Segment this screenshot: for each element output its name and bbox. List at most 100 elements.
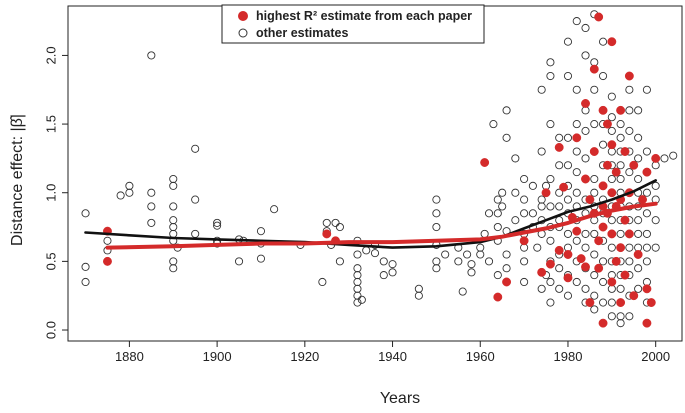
other-estimate-point [484, 257, 494, 266]
highest-r2-point [616, 105, 626, 115]
other-estimate-point [616, 229, 625, 238]
legend-box [221, 4, 485, 44]
highest-r2-point [598, 318, 608, 328]
highest-r2-point [559, 182, 569, 192]
other-estimate-point [651, 216, 660, 225]
other-estimate-point [555, 161, 564, 170]
highest-r2-point [620, 215, 630, 225]
highest-r2-point [594, 263, 604, 273]
other-estimate-point [625, 168, 634, 177]
other-estimate-point [432, 257, 441, 266]
other-estimate-point [322, 218, 331, 227]
other-estimate-point [625, 85, 634, 94]
highest-r2-point [651, 153, 661, 163]
highest-r2-point [594, 236, 604, 246]
other-estimate-point [607, 216, 616, 225]
other-estimate-point [116, 191, 125, 200]
other-estimate-point [493, 195, 502, 204]
other-estimate-point [634, 264, 643, 273]
other-estimate-point [125, 181, 134, 190]
y-tick-label: 1.5 [43, 115, 58, 133]
other-estimate-point [147, 218, 156, 227]
other-estimate-point [103, 236, 112, 245]
other-estimate-point [502, 133, 511, 142]
y-axis-label: Distance effect: |β̂| [9, 114, 26, 246]
other-estimate-point [555, 284, 564, 293]
other-estimate-point [498, 202, 507, 211]
other-estimate-point [642, 257, 651, 266]
other-estimate-point [502, 106, 511, 115]
legend-label-highest-r2: highest R² estimate from each paper [256, 9, 472, 23]
other-estimate-point [634, 284, 643, 293]
other-estimate-point [537, 195, 546, 204]
other-estimate-point [546, 58, 555, 67]
other-estimate-point [642, 209, 651, 218]
highest-r2-point [563, 273, 573, 283]
legend-marker-highest-r2 [238, 11, 248, 21]
other-estimate-point [234, 257, 244, 266]
other-estimate-point [581, 23, 590, 33]
highest-r2-point [611, 256, 621, 266]
other-estimate-point [572, 120, 581, 129]
x-tick-label: 2000 [641, 349, 670, 364]
other-estimate-point [511, 216, 520, 225]
other-estimate-point [476, 250, 485, 259]
other-estimate-point [581, 284, 590, 293]
highest-r2-point [541, 188, 551, 198]
plot-frame [67, 5, 683, 342]
other-estimate-point [498, 188, 507, 197]
other-estimate-point [599, 298, 608, 307]
other-estimate-point [563, 195, 573, 204]
other-estimate-point [642, 229, 651, 238]
other-estimate-point [607, 126, 616, 135]
other-estimates-points [81, 10, 678, 328]
other-estimate-point [607, 113, 616, 122]
other-estimate-point [555, 188, 564, 197]
other-estimate-point [520, 209, 529, 218]
other-estimate-point [493, 222, 502, 232]
other-estimate-point [537, 202, 546, 211]
other-estimate-point [502, 250, 511, 259]
other-estimate-point [484, 209, 494, 218]
other-estimate-point [651, 243, 660, 252]
other-estimate-point [520, 257, 529, 266]
highest-r2-point [581, 99, 590, 108]
other-estimate-point [590, 271, 599, 280]
other-estimate-point [607, 298, 616, 307]
other-estimate-point [357, 295, 366, 304]
highest-r2-point [572, 226, 582, 236]
x-tick-label: 1920 [290, 349, 319, 364]
x-tick-label: 1900 [203, 349, 232, 364]
other-estimate-point [572, 168, 581, 177]
highest-r2-point [581, 174, 590, 184]
other-estimate-point [599, 257, 608, 266]
other-estimate-point [546, 71, 555, 81]
other-estimate-point [169, 174, 178, 184]
other-estimate-point [191, 229, 200, 238]
x-tick-label: 1940 [378, 349, 407, 364]
other-estimate-point [625, 106, 634, 115]
highest-r2-point [585, 195, 595, 205]
other-estimate-point [454, 257, 463, 266]
other-estimate-point [441, 250, 450, 259]
other-estimate-point [147, 51, 156, 60]
highest-r2-point [638, 195, 647, 205]
highest-r2-point [581, 262, 590, 272]
other-estimate-point [599, 37, 608, 46]
legend-label-other: other estimates [256, 26, 348, 40]
other-estimate-point [213, 218, 222, 227]
other-estimate-point [581, 51, 590, 60]
other-estimate-point [616, 133, 625, 142]
other-estimate-point [616, 284, 625, 293]
other-estimate-point [590, 85, 599, 94]
highest-r2-point [633, 250, 643, 259]
highest-r2-point [607, 37, 617, 47]
highest-r2-point [646, 298, 656, 308]
other-estimate-point [546, 236, 555, 245]
other-estimate-point [607, 174, 616, 184]
other-estimate-point [169, 229, 178, 238]
other-estimate-point [213, 221, 222, 230]
other-estimate-point [353, 298, 362, 307]
